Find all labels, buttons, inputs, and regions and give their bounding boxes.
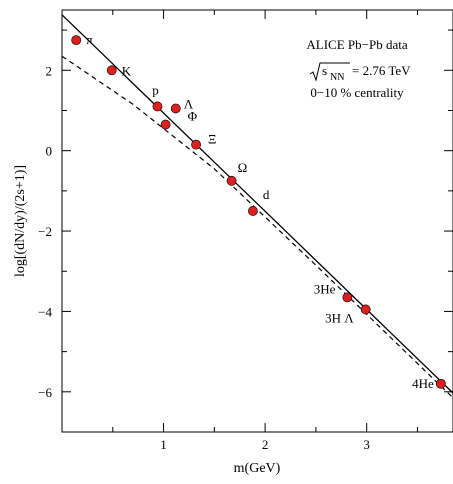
y-tick-label: −6 [38, 385, 52, 400]
fit-line-solid [61, 14, 453, 394]
data-points [71, 35, 446, 389]
sqrt-symbol [309, 62, 350, 82]
point-label: K [122, 63, 132, 78]
data-point [248, 206, 258, 216]
point-label: d [263, 187, 270, 202]
annotation-line-2-rest: = 2.76 TeV [352, 63, 411, 78]
x-axis-title: m(GeV) [234, 461, 281, 476]
data-point [170, 103, 181, 114]
y-tick-label: 2 [46, 63, 53, 78]
annotation-block: ALICE Pb−Pb data s NN = 2.76 TeV 0−10 % … [306, 37, 411, 100]
annotation-sqrt-sub: NN [330, 72, 344, 83]
y-tick-labels: −6 −4 −2 0 2 [38, 63, 52, 400]
fit-line-dashed [61, 55, 453, 399]
plot-frame [61, 9, 453, 433]
x-tick-labels: 1 2 3 [160, 437, 370, 452]
y-axis-title: log[(dN/dy)/(2s+1)] [13, 165, 28, 277]
point-label: 3He [314, 281, 336, 296]
x-tick-label: 1 [160, 437, 167, 452]
fit-lines [61, 14, 453, 399]
annotation-line-3: 0−10 % centrality [310, 85, 404, 100]
point-label: p [152, 82, 159, 97]
x-tick-label: 2 [262, 437, 269, 452]
point-label: Λ [184, 96, 194, 111]
point-label: Φ [188, 109, 198, 124]
axis-ticks [61, 10, 453, 433]
y-tick-label: −2 [38, 224, 52, 239]
annotation-line-1: ALICE Pb−Pb data [306, 37, 407, 52]
point-label: Ξ [208, 132, 216, 147]
data-point [71, 35, 82, 46]
data-point [152, 101, 163, 112]
x-tick-label: 3 [363, 437, 370, 452]
point-label: π [86, 32, 93, 47]
annotation-line-2: s NN = 2.76 TeV [309, 62, 411, 83]
point-label: 3H Λ [325, 310, 354, 325]
point-label: Ω [238, 160, 248, 175]
data-point [342, 292, 353, 303]
data-point [435, 378, 446, 389]
point-label: 4He [412, 376, 434, 391]
point-labels: π Kp ΛΦΞ Ωd 3He 3H Λ 4He [86, 32, 434, 391]
data-point [191, 139, 201, 150]
y-tick-label: 0 [46, 144, 53, 159]
annotation-sqrt-s: s [322, 63, 327, 78]
data-point [226, 175, 237, 186]
data-point [360, 304, 371, 315]
data-point [106, 65, 117, 76]
data-point [160, 119, 171, 130]
y-tick-label: −4 [38, 304, 52, 319]
